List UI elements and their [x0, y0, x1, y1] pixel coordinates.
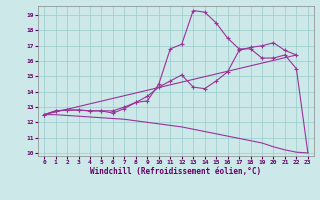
X-axis label: Windchill (Refroidissement éolien,°C): Windchill (Refroidissement éolien,°C) [91, 167, 261, 176]
